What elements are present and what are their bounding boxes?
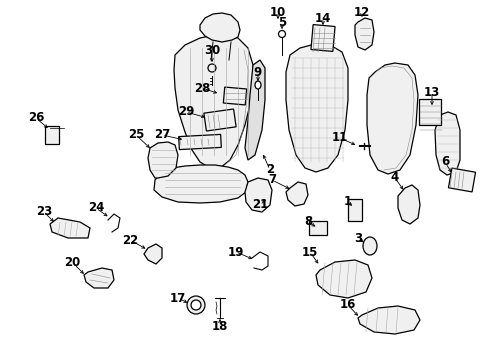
Text: 7: 7	[267, 174, 276, 186]
Text: 18: 18	[211, 320, 228, 333]
Polygon shape	[154, 165, 247, 203]
Text: 17: 17	[169, 292, 186, 305]
Polygon shape	[223, 87, 246, 105]
Polygon shape	[418, 99, 440, 125]
Text: 2: 2	[265, 163, 273, 176]
Text: 27: 27	[154, 129, 170, 141]
Polygon shape	[174, 35, 252, 168]
Text: 28: 28	[193, 81, 210, 94]
Text: 26: 26	[28, 112, 44, 125]
Polygon shape	[310, 24, 334, 51]
Polygon shape	[143, 244, 162, 264]
Ellipse shape	[254, 81, 261, 89]
Text: 5: 5	[277, 15, 285, 28]
Text: 13: 13	[423, 85, 439, 99]
Text: 29: 29	[178, 105, 194, 118]
Text: 4: 4	[390, 171, 398, 184]
Polygon shape	[397, 185, 419, 224]
Text: 25: 25	[127, 129, 144, 141]
Text: 8: 8	[303, 216, 311, 229]
Polygon shape	[434, 112, 459, 175]
Polygon shape	[285, 182, 307, 206]
Text: 11: 11	[331, 131, 347, 144]
Text: 20: 20	[64, 256, 80, 269]
Text: 14: 14	[314, 12, 330, 24]
Text: 10: 10	[269, 5, 285, 18]
Polygon shape	[447, 168, 475, 192]
Polygon shape	[178, 134, 221, 150]
Polygon shape	[45, 126, 59, 144]
Text: 15: 15	[301, 246, 318, 258]
Polygon shape	[357, 306, 419, 334]
Text: 6: 6	[440, 156, 448, 168]
Text: 12: 12	[353, 5, 369, 18]
Text: 16: 16	[339, 298, 355, 311]
Ellipse shape	[207, 64, 216, 72]
Ellipse shape	[278, 31, 285, 37]
Ellipse shape	[191, 300, 201, 310]
Polygon shape	[84, 268, 114, 288]
Polygon shape	[366, 63, 417, 174]
Polygon shape	[244, 178, 271, 212]
Polygon shape	[203, 109, 236, 131]
Ellipse shape	[362, 237, 376, 255]
Ellipse shape	[186, 296, 204, 314]
Text: 3: 3	[353, 231, 361, 244]
Text: 24: 24	[88, 202, 104, 215]
Polygon shape	[285, 44, 347, 172]
Polygon shape	[347, 199, 361, 221]
Polygon shape	[354, 18, 373, 50]
Polygon shape	[244, 60, 264, 160]
Text: 23: 23	[36, 206, 52, 219]
Text: 30: 30	[203, 44, 220, 57]
Polygon shape	[50, 218, 90, 238]
Polygon shape	[200, 13, 240, 42]
Text: 22: 22	[122, 234, 138, 247]
Text: 9: 9	[253, 67, 262, 80]
Text: 19: 19	[227, 246, 244, 258]
Text: 1: 1	[343, 195, 351, 208]
Text: 21: 21	[251, 198, 267, 211]
Polygon shape	[148, 142, 178, 178]
Polygon shape	[315, 260, 371, 298]
Polygon shape	[308, 221, 326, 235]
